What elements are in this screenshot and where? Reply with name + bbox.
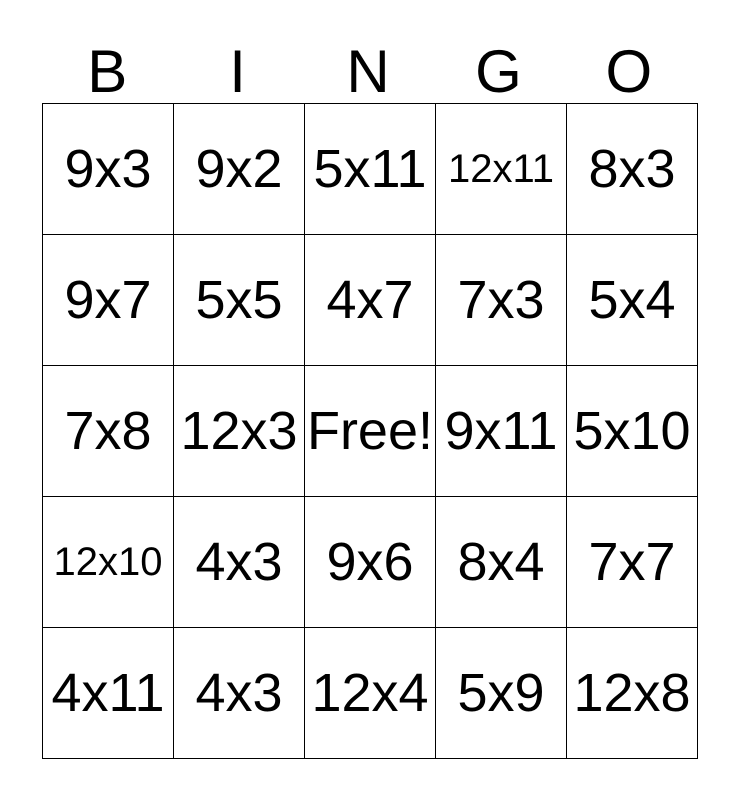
bingo-cell-r2c3[interactable]: 9x11 bbox=[435, 365, 567, 497]
bingo-cell-r3c0[interactable]: 12x10 bbox=[42, 496, 174, 628]
bingo-cell-r1c1[interactable]: 5x5 bbox=[173, 234, 305, 366]
bingo-cell-r4c4[interactable]: 12x8 bbox=[566, 627, 698, 759]
bingo-row: 12x10 4x3 9x6 8x4 7x7 bbox=[42, 496, 698, 628]
bingo-cell-r1c3[interactable]: 7x3 bbox=[435, 234, 567, 366]
free-cell[interactable]: Free! bbox=[304, 365, 436, 497]
bingo-cell-r4c1[interactable]: 4x3 bbox=[173, 627, 305, 759]
header-letter-i: I bbox=[229, 38, 246, 105]
bingo-cell-r0c4[interactable]: 8x3 bbox=[566, 103, 698, 235]
bingo-cell-r2c4[interactable]: 5x10 bbox=[566, 365, 698, 497]
bingo-cell-r3c1[interactable]: 4x3 bbox=[173, 496, 305, 628]
bingo-cell-r0c0[interactable]: 9x3 bbox=[42, 103, 174, 235]
bingo-cell-r0c1[interactable]: 9x2 bbox=[173, 103, 305, 235]
bingo-cell-r0c2[interactable]: 5x11 bbox=[304, 103, 436, 235]
bingo-card: B I N G O 9x3 9x2 5x11 12x11 8x3 9x7 5x5… bbox=[42, 40, 698, 759]
bingo-cell-r1c0[interactable]: 9x7 bbox=[42, 234, 174, 366]
header-letter-n: N bbox=[346, 38, 390, 105]
bingo-grid: 9x3 9x2 5x11 12x11 8x3 9x7 5x5 4x7 7x3 5… bbox=[42, 103, 698, 759]
bingo-header: B I N G O bbox=[42, 40, 694, 103]
bingo-row: 9x3 9x2 5x11 12x11 8x3 bbox=[42, 103, 698, 235]
bingo-cell-r3c4[interactable]: 7x7 bbox=[566, 496, 698, 628]
bingo-row: 9x7 5x5 4x7 7x3 5x4 bbox=[42, 234, 698, 366]
bingo-cell-r3c2[interactable]: 9x6 bbox=[304, 496, 436, 628]
bingo-row: 4x11 4x3 12x4 5x9 12x8 bbox=[42, 627, 698, 759]
bingo-cell-r2c1[interactable]: 12x3 bbox=[173, 365, 305, 497]
header-letter-o: O bbox=[605, 38, 653, 105]
header-letter-g: G bbox=[475, 38, 522, 105]
bingo-cell-r1c2[interactable]: 4x7 bbox=[304, 234, 436, 366]
bingo-cell-r4c0[interactable]: 4x11 bbox=[42, 627, 174, 759]
bingo-cell-r4c2[interactable]: 12x4 bbox=[304, 627, 436, 759]
bingo-cell-r0c3[interactable]: 12x11 bbox=[435, 103, 567, 235]
bingo-cell-r1c4[interactable]: 5x4 bbox=[566, 234, 698, 366]
bingo-row: 7x8 12x3 Free! 9x11 5x10 bbox=[42, 365, 698, 497]
bingo-cell-r2c0[interactable]: 7x8 bbox=[42, 365, 174, 497]
bingo-cell-r4c3[interactable]: 5x9 bbox=[435, 627, 567, 759]
header-letter-b: B bbox=[87, 38, 128, 105]
bingo-cell-r3c3[interactable]: 8x4 bbox=[435, 496, 567, 628]
